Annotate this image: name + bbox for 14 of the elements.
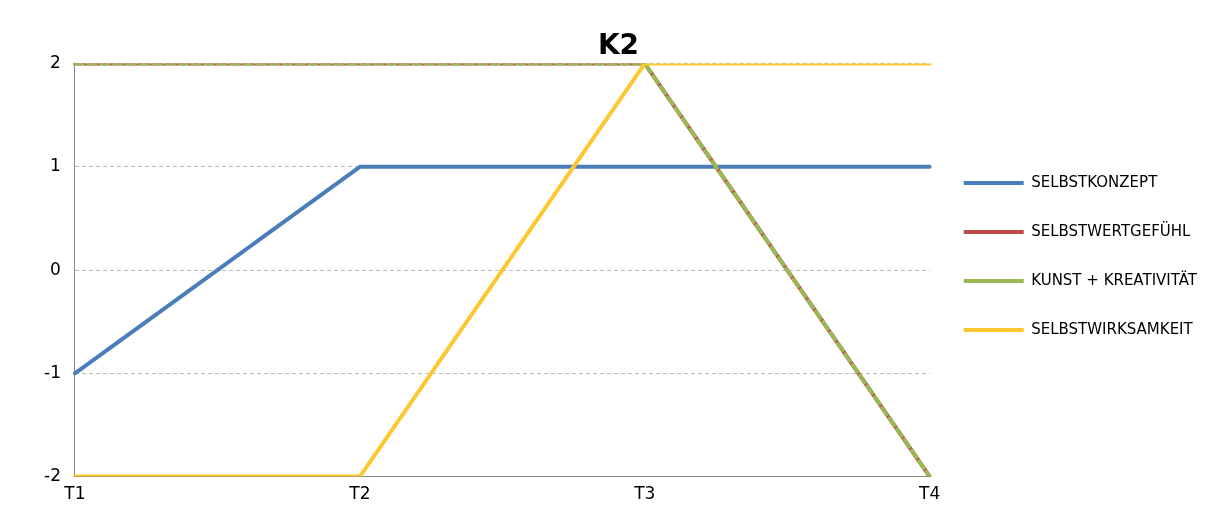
legend-label: SELBSTKONZEPT (1031, 172, 1159, 191)
y-tick-label: -2 (44, 465, 61, 486)
x-tick-label: T2 (348, 483, 371, 504)
y-tick-label: -1 (44, 361, 61, 382)
chart-title: K2 (597, 28, 640, 62)
y-tick-label: 0 (50, 258, 61, 279)
y-tick-label: 2 (50, 52, 61, 73)
y-tick-label: 1 (50, 155, 61, 176)
x-tick-label: T4 (918, 483, 941, 504)
legend-label: SELBSTWIRKSAMKEIT (1031, 319, 1194, 338)
x-tick-label: T1 (63, 483, 86, 504)
x-tick-label: T3 (633, 483, 656, 504)
legend-label: SELBSTWERTGEFÜHL (1031, 220, 1192, 240)
legend-label: KUNST + KREATIVITÄT (1031, 269, 1198, 289)
